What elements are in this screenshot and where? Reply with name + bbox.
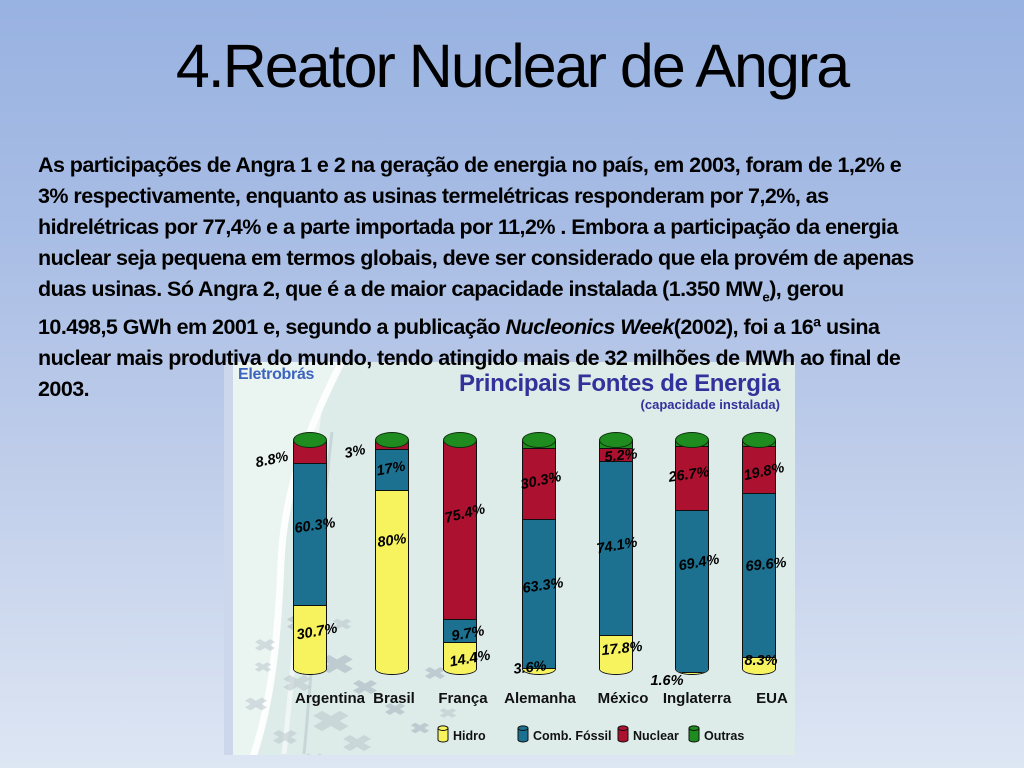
- bar-top-cap-frança: [443, 432, 477, 448]
- bar-segment-comb. fóssil-inglaterra: [676, 509, 708, 673]
- body-paragraph: As participações de Angra 1 e 2 na geraç…: [38, 150, 1008, 405]
- value-label: 5.2%: [603, 446, 639, 466]
- bar-segment-hidro-argentina: [294, 604, 326, 674]
- category-label-inglaterra: Inglaterra: [662, 690, 732, 707]
- paragraph-text: 2003.: [38, 377, 90, 402]
- legend-cylinder-icon: [437, 725, 449, 746]
- bar-segment-comb. fóssil-frança: [444, 618, 476, 643]
- paragraph-text: nuclear mais produtiva do mundo, tendo a…: [38, 346, 901, 371]
- bar-top-cap-eua: [742, 432, 776, 448]
- eletrobras-logo: Eletrobrás: [238, 366, 315, 383]
- bar-segment-comb. fóssil-eua: [743, 493, 775, 657]
- paragraph-text: duas usinas. Só Angra 2, que é a de maio…: [38, 277, 763, 301]
- bar-eua: [742, 440, 776, 675]
- energy-sources-chart: Eletrobrás Principais Fontes de Energia …: [224, 362, 795, 755]
- bar-segment-comb. fóssil-méxico: [600, 460, 632, 635]
- bar-frança: [443, 440, 477, 675]
- legend-item-nuclear: Nuclear: [617, 725, 679, 746]
- slide-title: 4.Reator Nuclear de Angra: [175, 32, 850, 100]
- paragraph-line: 10.498,5 GWh em 2001 e, segundo a public…: [38, 312, 1008, 343]
- category-label-brasil: Brasil: [373, 690, 415, 707]
- bar-segment-nuclear-méxico: [600, 447, 632, 461]
- paragraph-text: (2002), foi a 16ª usina: [673, 315, 880, 340]
- legend-cylinder-icon: [517, 725, 529, 746]
- paragraph-line: 2003.: [38, 374, 1008, 405]
- bar-top-cap-brasil: [375, 432, 409, 448]
- category-label-frança: França: [438, 690, 488, 707]
- paragraph-line: nuclear mais produtiva do mundo, tendo a…: [38, 343, 1008, 374]
- paragraph-text: nuclear seja pequena em termos globais, …: [38, 246, 914, 270]
- paragraph-text: e: [762, 289, 770, 305]
- paragraph-line: hidrelétricas por 77,4% e a parte import…: [38, 212, 1008, 243]
- legend-label: Nuclear: [633, 728, 679, 743]
- paragraph-line: duas usinas. Só Angra 2, que é a de maio…: [38, 274, 1008, 312]
- bar-segment-hidro-frança: [444, 642, 476, 674]
- chart-title: Principais Fontes de Energia: [458, 370, 780, 397]
- legend-item-comb-f-ssil: Comb. Fóssil: [517, 725, 611, 746]
- bar-segment-nuclear-alemanha: [523, 447, 555, 520]
- bar-segment-hidro-alemanha: [523, 667, 555, 674]
- paragraph-text: As participações de Angra 1 e 2 na geraç…: [38, 153, 902, 177]
- category-label-eua: EUA: [756, 690, 788, 707]
- bar-segment-comb. fóssil-alemanha: [523, 519, 555, 668]
- bar-inglaterra: [675, 440, 709, 675]
- category-label-argentina: Argentina: [294, 690, 366, 707]
- legend-label: Outras: [704, 728, 745, 743]
- bar-segment-nuclear-frança: [444, 442, 476, 619]
- bar-segment-nuclear-inglaterra: [676, 446, 708, 510]
- legend-item-outras: Outras: [688, 725, 744, 746]
- category-label-méxico: México: [597, 690, 649, 707]
- bar-segment-nuclear-eua: [743, 446, 775, 494]
- bar-top-cap-méxico: [599, 432, 633, 448]
- bar-top-cap-argentina: [293, 432, 327, 448]
- bar-top-cap-inglaterra: [675, 432, 709, 448]
- bar-segment-comb. fóssil-brasil: [376, 449, 408, 490]
- legend-cylinder-icon: [617, 725, 629, 746]
- bar-méxico: [599, 440, 633, 675]
- paragraph-text: hidrelétricas por 77,4% e a parte import…: [38, 215, 898, 239]
- bar-segment-comb. fóssil-argentina: [294, 463, 326, 605]
- bar-segment-hidro-eua: [743, 656, 775, 674]
- chart-subtitle: (capacidade instalada): [640, 397, 780, 412]
- bar-segment-hidro-inglaterra: [676, 672, 708, 674]
- legend-label: Comb. Fóssil: [533, 728, 612, 743]
- paragraph-line: 3% respectivamente, enquanto as usinas t…: [38, 181, 1008, 212]
- bar-alemanha: [522, 440, 556, 675]
- legend-cylinder-icon: [688, 725, 700, 746]
- paragraph-line: As participações de Angra 1 e 2 na geraç…: [38, 150, 1008, 181]
- bar-top-cap-alemanha: [522, 432, 556, 448]
- value-label: 1.6%: [650, 673, 684, 689]
- bar-brasil: [375, 440, 409, 675]
- value-label: 8.3%: [744, 653, 778, 669]
- category-label-alemanha: Alemanha: [504, 690, 576, 707]
- paragraph-text: Nucleonics Week: [505, 315, 675, 340]
- legend-item-hidro: Hidro: [437, 725, 486, 746]
- value-label: 3.6%: [512, 658, 548, 678]
- bar-segment-hidro-méxico: [600, 634, 632, 674]
- paragraph-text: ), gerou: [769, 277, 844, 301]
- legend-label: Hidro: [453, 728, 486, 743]
- paragraph-text: 3% respectivamente, enquanto as usinas t…: [38, 184, 829, 208]
- paragraph-line: nuclear seja pequena em termos globais, …: [38, 243, 1008, 274]
- paragraph-text: 10.498,5 GWh em 2001 e, segundo a public…: [38, 315, 506, 340]
- bar-segment-hidro-brasil: [376, 489, 408, 674]
